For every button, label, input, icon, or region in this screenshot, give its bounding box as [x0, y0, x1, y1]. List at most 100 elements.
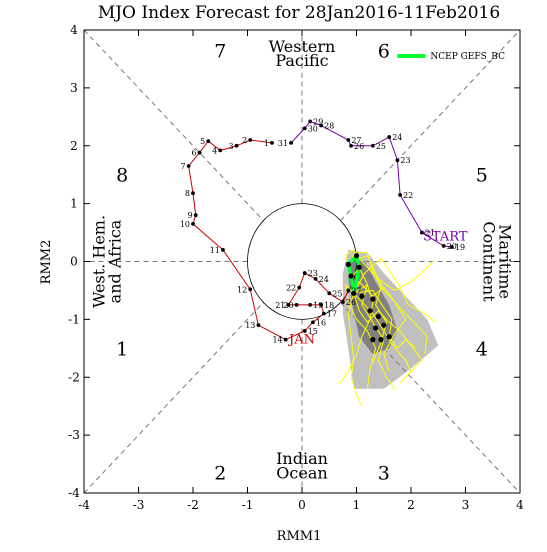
- legend-label: NCEP GEFS_BC: [430, 52, 505, 62]
- series-point: [302, 271, 307, 275]
- ensemble-member-line: [344, 283, 377, 389]
- y-tick-label: 1: [70, 197, 78, 211]
- unit-circle: [247, 203, 357, 320]
- phase-number: 4: [476, 338, 488, 360]
- region-label-top: Pacific: [275, 51, 328, 70]
- series-point: [294, 303, 299, 307]
- point-label: 7: [181, 162, 186, 171]
- point-label: 3: [229, 142, 234, 151]
- region-label-left: West. Hem.: [90, 215, 109, 308]
- point-label: 29: [313, 117, 323, 126]
- ensemble-marker: [351, 290, 357, 296]
- ensemble-member-line: [353, 293, 423, 375]
- point-label: 22: [286, 284, 296, 293]
- point-label: 26: [346, 298, 356, 307]
- point-label: 23: [308, 269, 318, 278]
- point-label: 10: [180, 220, 190, 229]
- x-axis-label: RMM1: [277, 529, 322, 544]
- point-label: 24: [392, 133, 402, 142]
- ensemble-marker: [372, 325, 379, 331]
- point-label: 30: [308, 124, 318, 133]
- y-tick-label: -2: [68, 370, 80, 384]
- ensemble-marker: [370, 296, 376, 302]
- region-label-bottom: Ocean: [276, 464, 327, 483]
- point-label: 25: [376, 142, 386, 151]
- ensemble-member-line: [353, 292, 412, 384]
- y-tick-label: 4: [70, 23, 78, 37]
- ensemble-member-line: [353, 257, 436, 323]
- point-label: 14: [272, 336, 282, 345]
- x-tick-label: 2: [407, 498, 415, 512]
- series-point: [270, 140, 274, 145]
- phase-number: 8: [116, 165, 128, 187]
- series-point: [191, 221, 195, 226]
- x-tick-label: -3: [133, 498, 145, 512]
- point-label: 26: [354, 142, 364, 151]
- phase-divider-line: [340, 302, 521, 494]
- ensemble-marker: [378, 337, 384, 343]
- ensemble-marker: [367, 308, 373, 314]
- phase-number: 1: [116, 338, 128, 360]
- point-label: 11: [210, 246, 220, 255]
- point-label: 17: [327, 310, 337, 319]
- ensemble-member-line: [339, 283, 374, 384]
- phase-number: 3: [378, 463, 390, 485]
- point-label: 1: [264, 139, 269, 148]
- series-point: [346, 138, 351, 142]
- ensemble-marker: [359, 293, 365, 299]
- series-point: [302, 126, 307, 131]
- ensemble-marker: [345, 261, 351, 267]
- spread-inner-area: [348, 258, 398, 355]
- series-point: [321, 311, 326, 316]
- series-point: [340, 300, 345, 304]
- y-tick-label: -4: [68, 486, 80, 500]
- series-point: [193, 213, 198, 218]
- region-label-bottom: Indian: [276, 449, 328, 468]
- point-label: 27: [351, 136, 361, 145]
- ensemble-marker: [370, 337, 376, 343]
- chart-title: MJO Index Forecast for 28Jan2016-11Feb20…: [98, 3, 500, 23]
- x-tick-label: 1: [353, 498, 361, 512]
- point-label: 6: [191, 149, 196, 158]
- ensemble-marker: [356, 264, 362, 270]
- ensemble-member-line: [353, 289, 417, 350]
- series-point: [186, 164, 191, 168]
- phase-divider-line: [83, 29, 264, 221]
- x-tick-label: -2: [187, 498, 199, 512]
- series-point: [297, 285, 302, 290]
- series-point: [283, 337, 288, 342]
- series-point: [191, 191, 195, 196]
- ensemble-marker: [348, 273, 354, 279]
- series-point: [313, 276, 318, 281]
- ensemble-marker: [375, 313, 381, 320]
- y-tick-label: -1: [68, 312, 80, 326]
- series-point: [248, 287, 253, 292]
- point-label: 4: [212, 146, 217, 155]
- ensemble-member-line: [350, 266, 396, 390]
- series-point: [308, 119, 313, 124]
- point-label: 28: [324, 121, 334, 130]
- point-label: 12: [237, 285, 247, 294]
- y-tick-label: 3: [70, 81, 78, 95]
- series-point: [395, 158, 400, 163]
- y-axis-label: RMM2: [39, 240, 54, 285]
- series-point: [197, 150, 202, 155]
- point-label: 2: [242, 136, 247, 145]
- point-label: 21: [425, 229, 435, 238]
- series-point: [420, 230, 424, 235]
- series-point: [286, 303, 291, 307]
- series-point: [319, 123, 323, 128]
- point-label: 24: [319, 275, 329, 284]
- series-point: [387, 135, 392, 139]
- point-label: 19: [313, 301, 323, 310]
- phase-number: 5: [476, 165, 488, 187]
- series-point: [370, 143, 375, 148]
- series-point: [302, 329, 307, 333]
- series-point: [311, 320, 315, 325]
- series-point: [346, 288, 351, 293]
- series-point: [256, 323, 261, 328]
- x-tick-label: -1: [242, 498, 254, 512]
- ensemble-member-line: [353, 280, 407, 372]
